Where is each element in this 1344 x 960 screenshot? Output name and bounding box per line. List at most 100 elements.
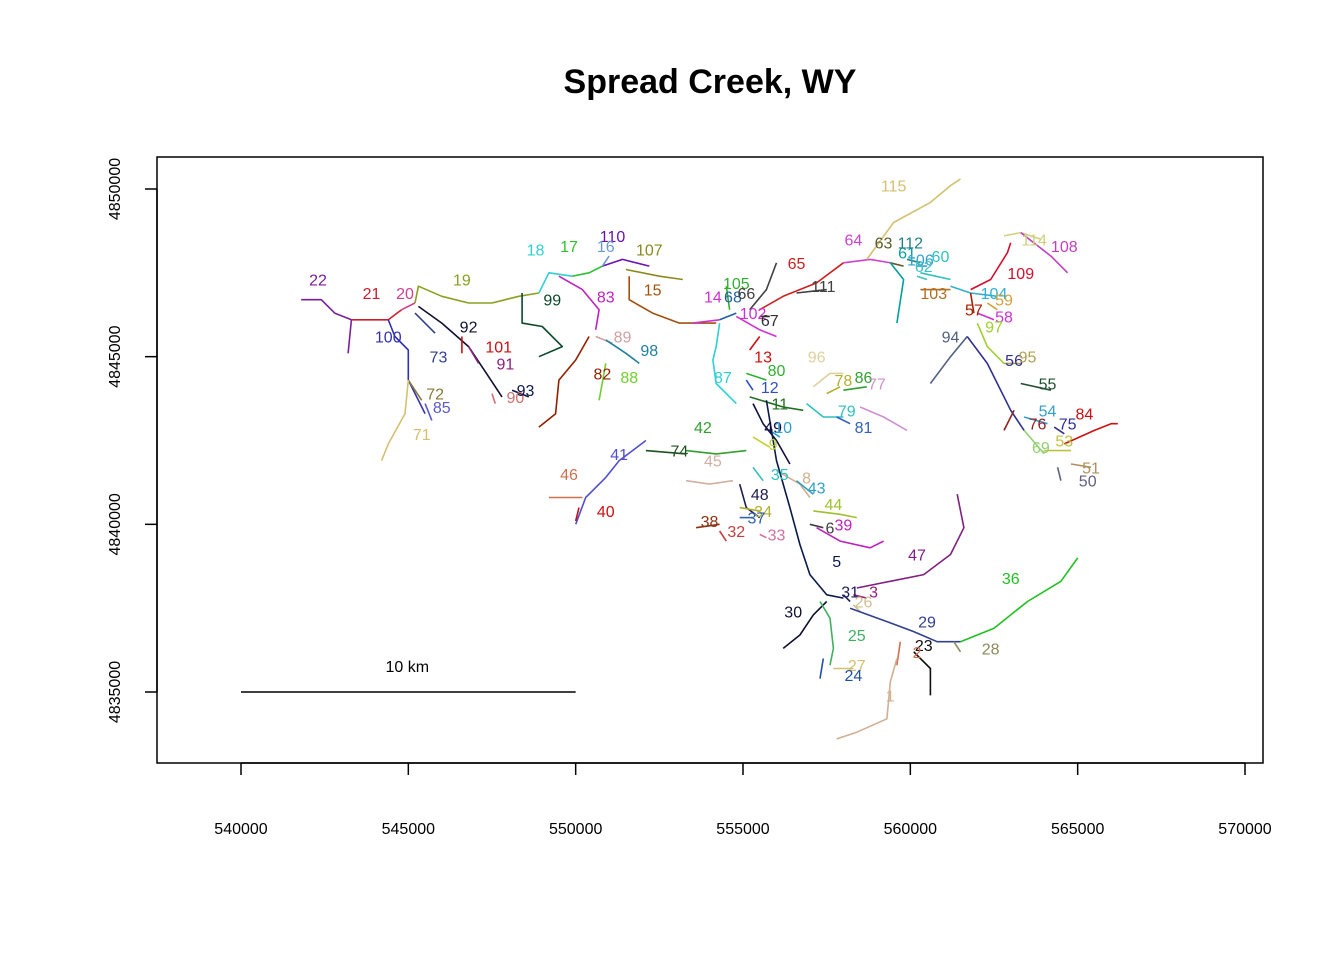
reach-90-line	[491, 393, 497, 404]
reach-55-label: 55	[1039, 376, 1057, 393]
reach-115-line	[866, 178, 961, 260]
reach-98-label: 98	[640, 343, 658, 360]
reach-101-label: 101	[485, 340, 512, 357]
reach-57-line	[969, 292, 975, 314]
reach-25-line	[819, 601, 835, 666]
reach-12-line	[745, 379, 754, 391]
x-tick-label: 565000	[1051, 821, 1104, 838]
reach-20-line	[401, 302, 416, 311]
reach-80-label: 80	[768, 363, 786, 380]
reach-69-line	[1023, 429, 1045, 455]
reach-107-label: 107	[636, 242, 663, 259]
reach-34-line	[739, 506, 760, 512]
reach-89-label: 89	[614, 330, 632, 347]
reach-51-line	[1070, 463, 1092, 469]
reach-77-label: 77	[868, 376, 886, 393]
reach-114-label: 114	[1021, 232, 1047, 249]
reach-10-label: 10	[774, 420, 792, 437]
reach-60-label: 60	[932, 249, 950, 266]
reach-19-line	[414, 285, 540, 304]
reach-75-label: 75	[1059, 417, 1077, 434]
reach-13-label: 13	[754, 350, 772, 367]
reach-2-label: 2	[913, 645, 922, 662]
reach-43-line	[795, 480, 814, 495]
reach-86-line	[843, 386, 867, 391]
reach-111-line	[796, 288, 827, 294]
reach-13-line	[749, 336, 761, 351]
reach-32-line	[718, 530, 727, 542]
reach-90-label: 90	[507, 390, 525, 407]
reach-6-label: 6	[826, 521, 835, 538]
reach-56-line	[966, 336, 1025, 431]
reach-40-line	[574, 507, 580, 522]
reach-23-line	[913, 651, 932, 696]
reach-24-label: 24	[845, 668, 863, 685]
reach-33-label: 33	[768, 527, 786, 544]
reach-44-line	[813, 510, 857, 519]
reach-35-label: 35	[771, 467, 789, 484]
reach-65-label: 65	[788, 256, 806, 273]
reach-5-label: 5	[832, 554, 841, 571]
reach-8-label: 8	[802, 470, 811, 487]
y-tick-label: 4845000	[107, 325, 124, 387]
reach-115-label: 115	[881, 179, 907, 196]
reach-51-label: 51	[1082, 460, 1100, 477]
reach-98-line	[605, 339, 640, 365]
reach-104-label: 104	[981, 286, 1008, 303]
reach-47-label: 47	[908, 548, 926, 565]
reach-86-label: 86	[855, 370, 873, 387]
reach-112-label: 112	[898, 236, 924, 253]
reach-29-label: 29	[918, 615, 936, 632]
reach-59-line	[986, 302, 998, 311]
reach-66-label: 66	[737, 286, 755, 303]
reach-21-line	[351, 309, 403, 321]
map-title: Spread Creek, WY	[564, 63, 857, 101]
y-axis: 4835000 4840000 4845000 4850000	[107, 158, 158, 723]
reach-16-label: 16	[597, 239, 615, 256]
x-tick-label: 540000	[214, 821, 267, 838]
reach-110-label: 110	[600, 229, 626, 246]
reach-64-line	[843, 258, 891, 264]
reach-54-label: 54	[1039, 403, 1057, 420]
reach-45-line	[685, 479, 734, 485]
reach-30-label: 30	[784, 605, 802, 622]
reach-109-line	[970, 242, 1012, 291]
reach-39-line	[816, 527, 884, 549]
reach-71-label: 71	[413, 427, 431, 444]
reach-68-label: 68	[724, 289, 742, 306]
reach-81-label: 81	[855, 420, 873, 437]
reach-97-label: 97	[985, 319, 1003, 336]
reach-61-label: 61	[898, 246, 916, 263]
reach-61-line	[889, 262, 905, 324]
reach-43-label: 43	[808, 480, 826, 497]
reach-67-label: 67	[761, 313, 779, 330]
reach-17-label: 17	[560, 239, 578, 256]
reach-44-label: 44	[824, 497, 842, 514]
reach-46-label: 46	[560, 467, 578, 484]
x-tick-label: 560000	[884, 821, 937, 838]
reach-83-label: 83	[597, 289, 615, 306]
reach-82-line	[538, 336, 590, 428]
reach-53-label: 53	[1055, 434, 1073, 451]
reach-69-label: 69	[1032, 440, 1050, 457]
reach-79-label: 79	[838, 403, 856, 420]
reach-83-line	[558, 275, 600, 330]
reach-15-line	[628, 276, 717, 324]
scale-bar-label: 10 km	[386, 659, 430, 676]
reach-48-label: 48	[751, 487, 769, 504]
reach-9-label: 9	[769, 437, 778, 454]
reach-105-line	[725, 286, 731, 310]
reach-54-line	[1023, 416, 1048, 425]
reach-91-label: 91	[496, 356, 514, 373]
reach-76-line	[1003, 409, 1015, 431]
reach-38-label: 38	[701, 514, 719, 531]
reach-87-line	[712, 322, 737, 405]
reach-2-line	[896, 641, 902, 666]
reach-74-line	[645, 449, 687, 455]
reach-42-line	[686, 449, 747, 455]
reach-24-line	[819, 658, 825, 679]
reach-59-label: 59	[995, 293, 1013, 310]
reach-88-label: 88	[620, 370, 638, 387]
